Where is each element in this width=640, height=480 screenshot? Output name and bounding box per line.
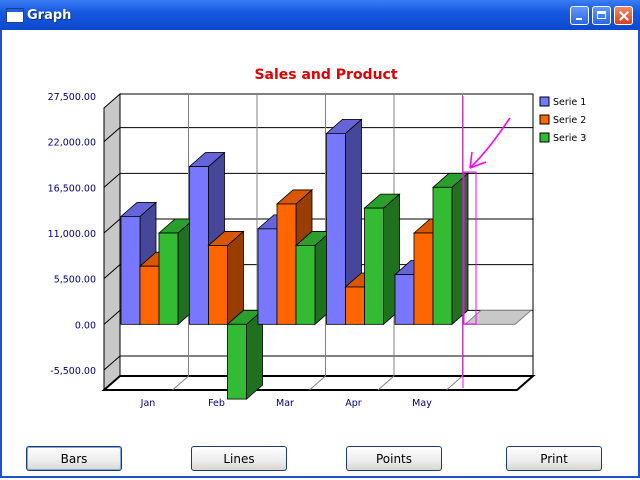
gridline-side — [103, 127, 121, 143]
chart-title: Sales and Product — [254, 67, 397, 83]
y-tick-label: 22,000.00 — [48, 138, 96, 149]
gridline-side — [103, 264, 121, 280]
bar-serie-2-feb — [207, 230, 245, 326]
legend-swatch — [539, 132, 550, 143]
minimize-button[interactable] — [570, 6, 589, 25]
bars-button[interactable]: Bars — [26, 446, 122, 471]
legend-label: Serie 3 — [553, 133, 586, 144]
x-tick-label: Apr — [345, 398, 362, 409]
maximize-button[interactable] — [592, 6, 611, 25]
bar-serie-3-jan — [157, 218, 196, 326]
bar-serie-1-apr — [325, 118, 363, 326]
gridline-floor — [309, 375, 326, 391]
bar-serie-3-apr — [363, 193, 401, 326]
y-tick-label: 27,500.00 — [48, 92, 96, 103]
x-tick-label: May — [412, 398, 432, 409]
legend-label: Serie 1 — [553, 97, 586, 108]
gridline-side — [103, 309, 121, 325]
y-tick-label: 16,500.00 — [48, 183, 96, 194]
bar-serie-3-mar — [294, 230, 333, 326]
legend-swatch — [539, 114, 550, 125]
print-button[interactable]: Print — [506, 446, 602, 471]
legend-swatch — [539, 96, 550, 107]
bar-chart: 27,500.00 22,000.00 16,500.00 11,000.00 5,50… — [48, 67, 587, 409]
x-tick-label: Jan — [140, 398, 156, 409]
y-tick-label: 5,500.00 — [54, 275, 96, 286]
annotation-arrow — [469, 117, 511, 169]
gridline-side — [103, 355, 121, 371]
gridline-floor — [172, 375, 189, 391]
window-title: Graph — [27, 8, 72, 23]
gridline-floor — [446, 375, 463, 391]
gridline-floor — [377, 375, 395, 391]
gridline-side — [103, 218, 121, 234]
y-tick-label: 11,000.00 — [48, 229, 96, 240]
chart-left-wall — [103, 92, 121, 392]
x-tick-label: Mar — [276, 398, 294, 409]
title-bar[interactable]: Graph — [0, 0, 640, 30]
annotation-arrowhead — [469, 151, 487, 169]
cursor-highlight-box — [463, 171, 477, 325]
legend-label: Serie 2 — [553, 115, 586, 126]
y-tick-label: -5,500.00 — [50, 366, 96, 377]
bar-serie-3-feb — [226, 309, 264, 400]
close-button[interactable] — [614, 6, 633, 25]
lines-button[interactable]: Lines — [191, 446, 287, 471]
y-tick-label: 0.00 — [75, 320, 96, 331]
points-button[interactable]: Points — [346, 446, 442, 471]
window-icon — [6, 8, 24, 23]
x-tick-label: Feb — [208, 398, 225, 409]
chart-floor — [101, 375, 536, 391]
gridline-side — [103, 172, 121, 188]
